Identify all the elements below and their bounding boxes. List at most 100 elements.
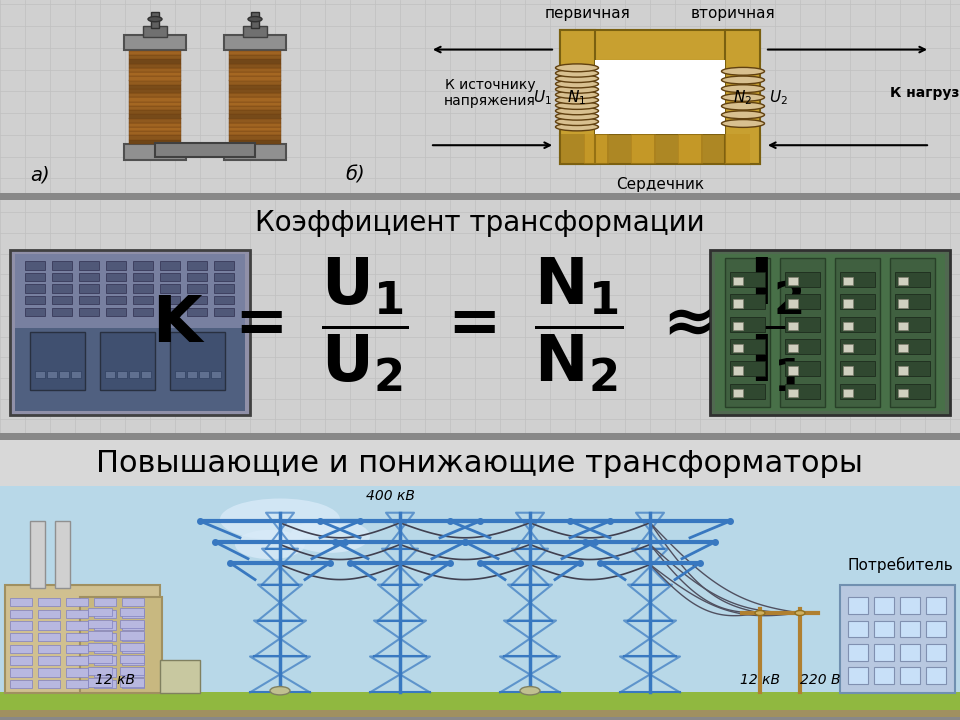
- Bar: [251, 12, 259, 28]
- Bar: [560, 134, 760, 164]
- Bar: [733, 322, 743, 330]
- Bar: [133, 261, 153, 269]
- Bar: [187, 284, 207, 293]
- Bar: [898, 300, 908, 307]
- Bar: [788, 277, 798, 285]
- Ellipse shape: [148, 17, 162, 22]
- Text: Потребитель: Потребитель: [847, 557, 953, 573]
- Ellipse shape: [722, 111, 764, 119]
- Ellipse shape: [556, 102, 598, 109]
- Bar: [229, 63, 281, 68]
- Bar: [840, 294, 875, 310]
- Bar: [30, 521, 45, 588]
- Bar: [229, 131, 281, 135]
- Bar: [229, 59, 281, 63]
- Bar: [129, 72, 181, 76]
- Bar: [88, 654, 112, 663]
- Bar: [730, 361, 765, 377]
- Text: $\mathbf{K} \ \mathbf{=} \ \dfrac{\mathbf{U_1}}{\mathbf{U_2}} \ \mathbf{=} \ \df: $\mathbf{K} \ \mathbf{=} \ \dfrac{\mathb…: [152, 255, 808, 394]
- Bar: [0, 710, 960, 720]
- Bar: [175, 372, 185, 378]
- Bar: [848, 667, 868, 684]
- Text: Коэффициент трансформации: Коэффициент трансформации: [255, 210, 705, 237]
- Bar: [129, 140, 181, 144]
- Bar: [120, 667, 144, 675]
- Ellipse shape: [556, 96, 598, 104]
- Bar: [122, 680, 144, 688]
- Bar: [214, 273, 234, 281]
- Bar: [129, 97, 181, 102]
- Bar: [66, 645, 88, 653]
- Bar: [187, 273, 207, 281]
- Bar: [25, 284, 45, 293]
- Bar: [129, 110, 181, 114]
- Ellipse shape: [556, 80, 598, 88]
- Ellipse shape: [722, 85, 764, 93]
- Bar: [122, 598, 144, 606]
- Bar: [926, 621, 946, 637]
- Bar: [607, 134, 632, 164]
- Text: б): б): [345, 166, 365, 185]
- Bar: [122, 645, 144, 653]
- Bar: [120, 678, 144, 687]
- Bar: [5, 585, 160, 693]
- Bar: [47, 372, 57, 378]
- Bar: [10, 633, 32, 642]
- Bar: [120, 654, 144, 663]
- Bar: [229, 55, 281, 60]
- Bar: [785, 294, 820, 310]
- Bar: [106, 296, 126, 305]
- Bar: [678, 134, 703, 164]
- Bar: [710, 250, 950, 415]
- Bar: [898, 389, 908, 397]
- Bar: [890, 258, 935, 407]
- Bar: [52, 296, 72, 305]
- Bar: [187, 296, 207, 305]
- Bar: [129, 55, 181, 60]
- Bar: [229, 140, 281, 144]
- Bar: [160, 296, 180, 305]
- Bar: [122, 633, 144, 642]
- Bar: [10, 598, 32, 606]
- Bar: [122, 668, 144, 677]
- Bar: [122, 657, 144, 665]
- Bar: [94, 598, 116, 606]
- Ellipse shape: [556, 86, 598, 94]
- Bar: [52, 307, 72, 316]
- Bar: [10, 657, 32, 665]
- Text: 400 кВ: 400 кВ: [366, 489, 415, 503]
- Bar: [38, 598, 60, 606]
- Bar: [170, 333, 225, 390]
- Text: 12 кВ: 12 кВ: [740, 673, 780, 687]
- Bar: [15, 253, 245, 411]
- Text: Сердечник: Сердечник: [616, 177, 704, 192]
- Bar: [895, 361, 930, 377]
- Bar: [730, 294, 765, 310]
- Bar: [655, 134, 680, 164]
- Bar: [229, 76, 281, 81]
- Bar: [898, 277, 908, 285]
- Ellipse shape: [270, 687, 290, 695]
- Bar: [785, 339, 820, 354]
- Bar: [129, 122, 181, 127]
- Bar: [0, 440, 960, 486]
- Bar: [780, 258, 825, 407]
- Bar: [895, 339, 930, 354]
- Ellipse shape: [795, 611, 805, 616]
- Bar: [52, 261, 72, 269]
- Bar: [10, 668, 32, 677]
- Ellipse shape: [722, 94, 764, 102]
- Bar: [840, 272, 875, 287]
- Bar: [129, 135, 181, 140]
- Bar: [730, 339, 765, 354]
- Bar: [129, 106, 181, 110]
- Bar: [129, 89, 181, 93]
- Bar: [129, 119, 181, 123]
- Bar: [120, 620, 144, 628]
- Bar: [52, 273, 72, 281]
- Bar: [0, 486, 960, 720]
- Bar: [25, 307, 45, 316]
- Ellipse shape: [556, 69, 598, 77]
- Text: $U_2$: $U_2$: [769, 88, 787, 107]
- Bar: [94, 680, 116, 688]
